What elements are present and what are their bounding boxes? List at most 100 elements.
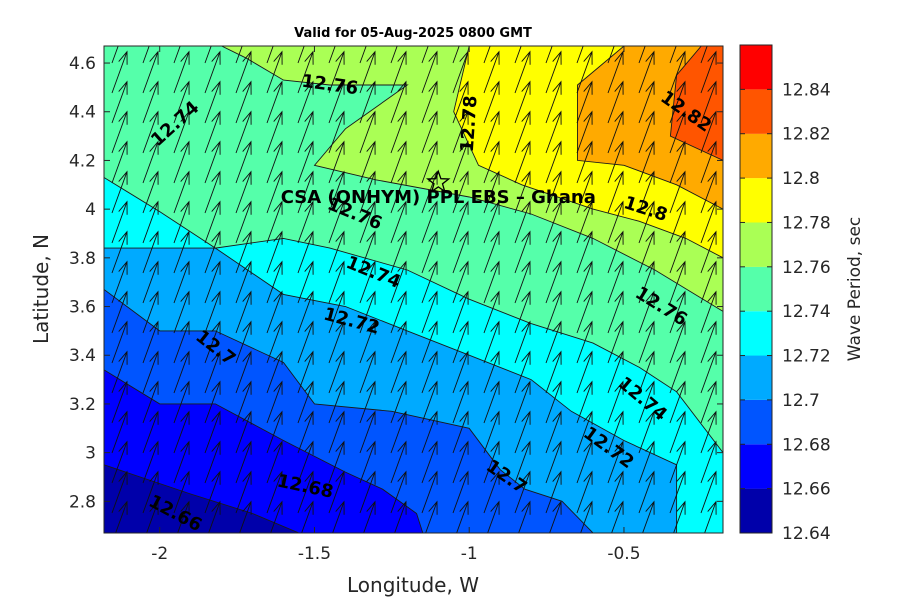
wave-direction-arrow: [638, 230, 655, 274]
wave-direction-arrow: [607, 320, 624, 364]
wave-direction-arrow: [576, 290, 593, 334]
wave-direction-arrow: [700, 290, 717, 334]
contour-line-12.78: [453, 46, 723, 259]
wave-direction-arrow: [700, 170, 717, 214]
wave-direction-arrow: [425, 500, 438, 533]
axes-group: -2 -1.5 -1 -0.5 2.8 3 3.2 3.4 3.6 3.8 4 4.2 4.4 4.6: [69, 46, 723, 564]
colorbar-swatch: [740, 133, 772, 179]
wave-direction-arrow: [328, 170, 345, 214]
wave-direction-arrow: [142, 380, 159, 424]
wave-direction-arrow: [421, 200, 438, 244]
wave-direction-arrow: [359, 350, 376, 394]
colorbar: 12.64 12.66 12.68 12.7 12.72 12.74 12.76 12.78 1…: [739, 44, 831, 544]
wave-direction-arrow: [639, 0, 654, 33]
wave-direction-arrow: [452, 170, 469, 214]
wave-direction-arrow: [390, 440, 407, 484]
wave-direction-arrow: [669, 410, 686, 454]
wave-direction-arrow: [607, 80, 624, 124]
wave-direction-arrow: [700, 110, 717, 154]
wave-direction-arrow: [142, 350, 159, 394]
wave-direction-arrow: [452, 440, 469, 484]
wave-direction-arrow: [204, 80, 221, 124]
wave-direction-arrow: [111, 380, 128, 424]
wave-direction-arrow: [514, 46, 522, 64]
wave-direction-arrow: [545, 350, 562, 394]
wave-direction-arrow: [173, 230, 190, 274]
wave-direction-arrow: [514, 320, 531, 364]
wave-direction-arrow: [235, 410, 252, 454]
wave-direction-arrow: [669, 50, 686, 94]
y-tick-label: 3.4: [69, 346, 96, 366]
wave-direction-arrow: [328, 350, 345, 394]
wave-direction-arrow: [112, 0, 127, 33]
wave-direction-arrow: [545, 200, 562, 244]
wave-direction-arrow: [483, 410, 500, 454]
wave-direction-arrow: [173, 260, 190, 304]
wave-direction-arrow: [452, 410, 469, 454]
wave-direction-arrow: [173, 110, 190, 154]
wave-direction-arrow: [297, 380, 314, 424]
wave-direction-arrow: [390, 110, 407, 154]
wave-direction-arrow: [700, 380, 717, 424]
wave-direction-arrow: [487, 500, 500, 533]
wave-direction-arrow: [266, 320, 283, 364]
wave-direction-arrow: [235, 230, 252, 274]
wave-direction-arrow: [545, 50, 562, 94]
colorbar-frame: [739, 44, 773, 534]
wave-direction-arrow: [607, 50, 624, 94]
wave-direction-arrow: [328, 290, 345, 334]
wave-direction-arrow: [576, 230, 593, 274]
wave-direction-arrow: [545, 470, 562, 514]
wave-direction-arrow: [266, 80, 283, 124]
wave-direction-arrow: [235, 470, 252, 514]
contour-line-12.66: [104, 464, 300, 533]
annotation-group: CSA (ONHYM) PPL EBS – Ghana: [281, 169, 596, 208]
wave-direction-arrow: [235, 320, 252, 364]
colorbar-swatch: [740, 399, 772, 445]
wave-direction-arrow: [483, 46, 491, 64]
wave-direction-arrow: [266, 260, 283, 304]
wave-direction-arrow: [607, 110, 624, 154]
wave-direction-arrow: [266, 350, 283, 394]
wave-direction-arrow: [328, 200, 345, 244]
wave-direction-arrow: [700, 46, 708, 64]
wave-direction-arrow: [359, 410, 376, 454]
wave-direction-arrow: [142, 290, 159, 334]
wave-direction-arrow: [328, 140, 345, 184]
wave-direction-arrow: [607, 470, 624, 514]
wave-direction-arrow: [390, 170, 407, 214]
wave-direction-arrow: [142, 200, 159, 244]
wave-direction-arrow: [266, 230, 283, 274]
wave-direction-arrow: [142, 170, 159, 214]
wave-direction-arrow: [638, 290, 655, 334]
y-tick-label: 3: [85, 444, 96, 464]
vector-arrow-group: [111, 0, 747, 533]
wave-direction-arrow: [266, 50, 283, 94]
wave-direction-arrow: [576, 140, 593, 184]
wave-direction-arrow: [514, 260, 531, 304]
wave-direction-arrow: [390, 80, 407, 124]
wave-direction-arrow: [514, 470, 531, 514]
wave-direction-arrow: [576, 350, 593, 394]
wave-direction-arrow: [452, 470, 469, 514]
wave-direction-arrow: [297, 50, 314, 94]
wave-direction-arrow: [576, 170, 593, 214]
wave-direction-arrow: [390, 140, 407, 184]
wave-direction-arrow: [266, 410, 283, 454]
wave-direction-arrow: [390, 260, 407, 304]
wave-direction-arrow: [235, 440, 252, 484]
wave-direction-arrow: [546, 0, 561, 33]
wave-direction-arrow: [111, 50, 128, 94]
wave-direction-arrow: [173, 140, 190, 184]
wave-direction-arrow: [452, 80, 469, 124]
wave-direction-arrow: [607, 140, 624, 184]
y-tick-label: 4.6: [69, 54, 96, 74]
wave-direction-arrow: [452, 110, 469, 154]
wave-direction-arrow: [732, 0, 747, 33]
wave-direction-arrow: [607, 230, 624, 274]
wave-direction-arrow: [638, 410, 655, 454]
wave-direction-arrow: [328, 260, 345, 304]
wave-direction-arrow: [266, 170, 283, 214]
wave-direction-arrow: [328, 80, 345, 124]
wave-direction-arrow: [514, 200, 531, 244]
